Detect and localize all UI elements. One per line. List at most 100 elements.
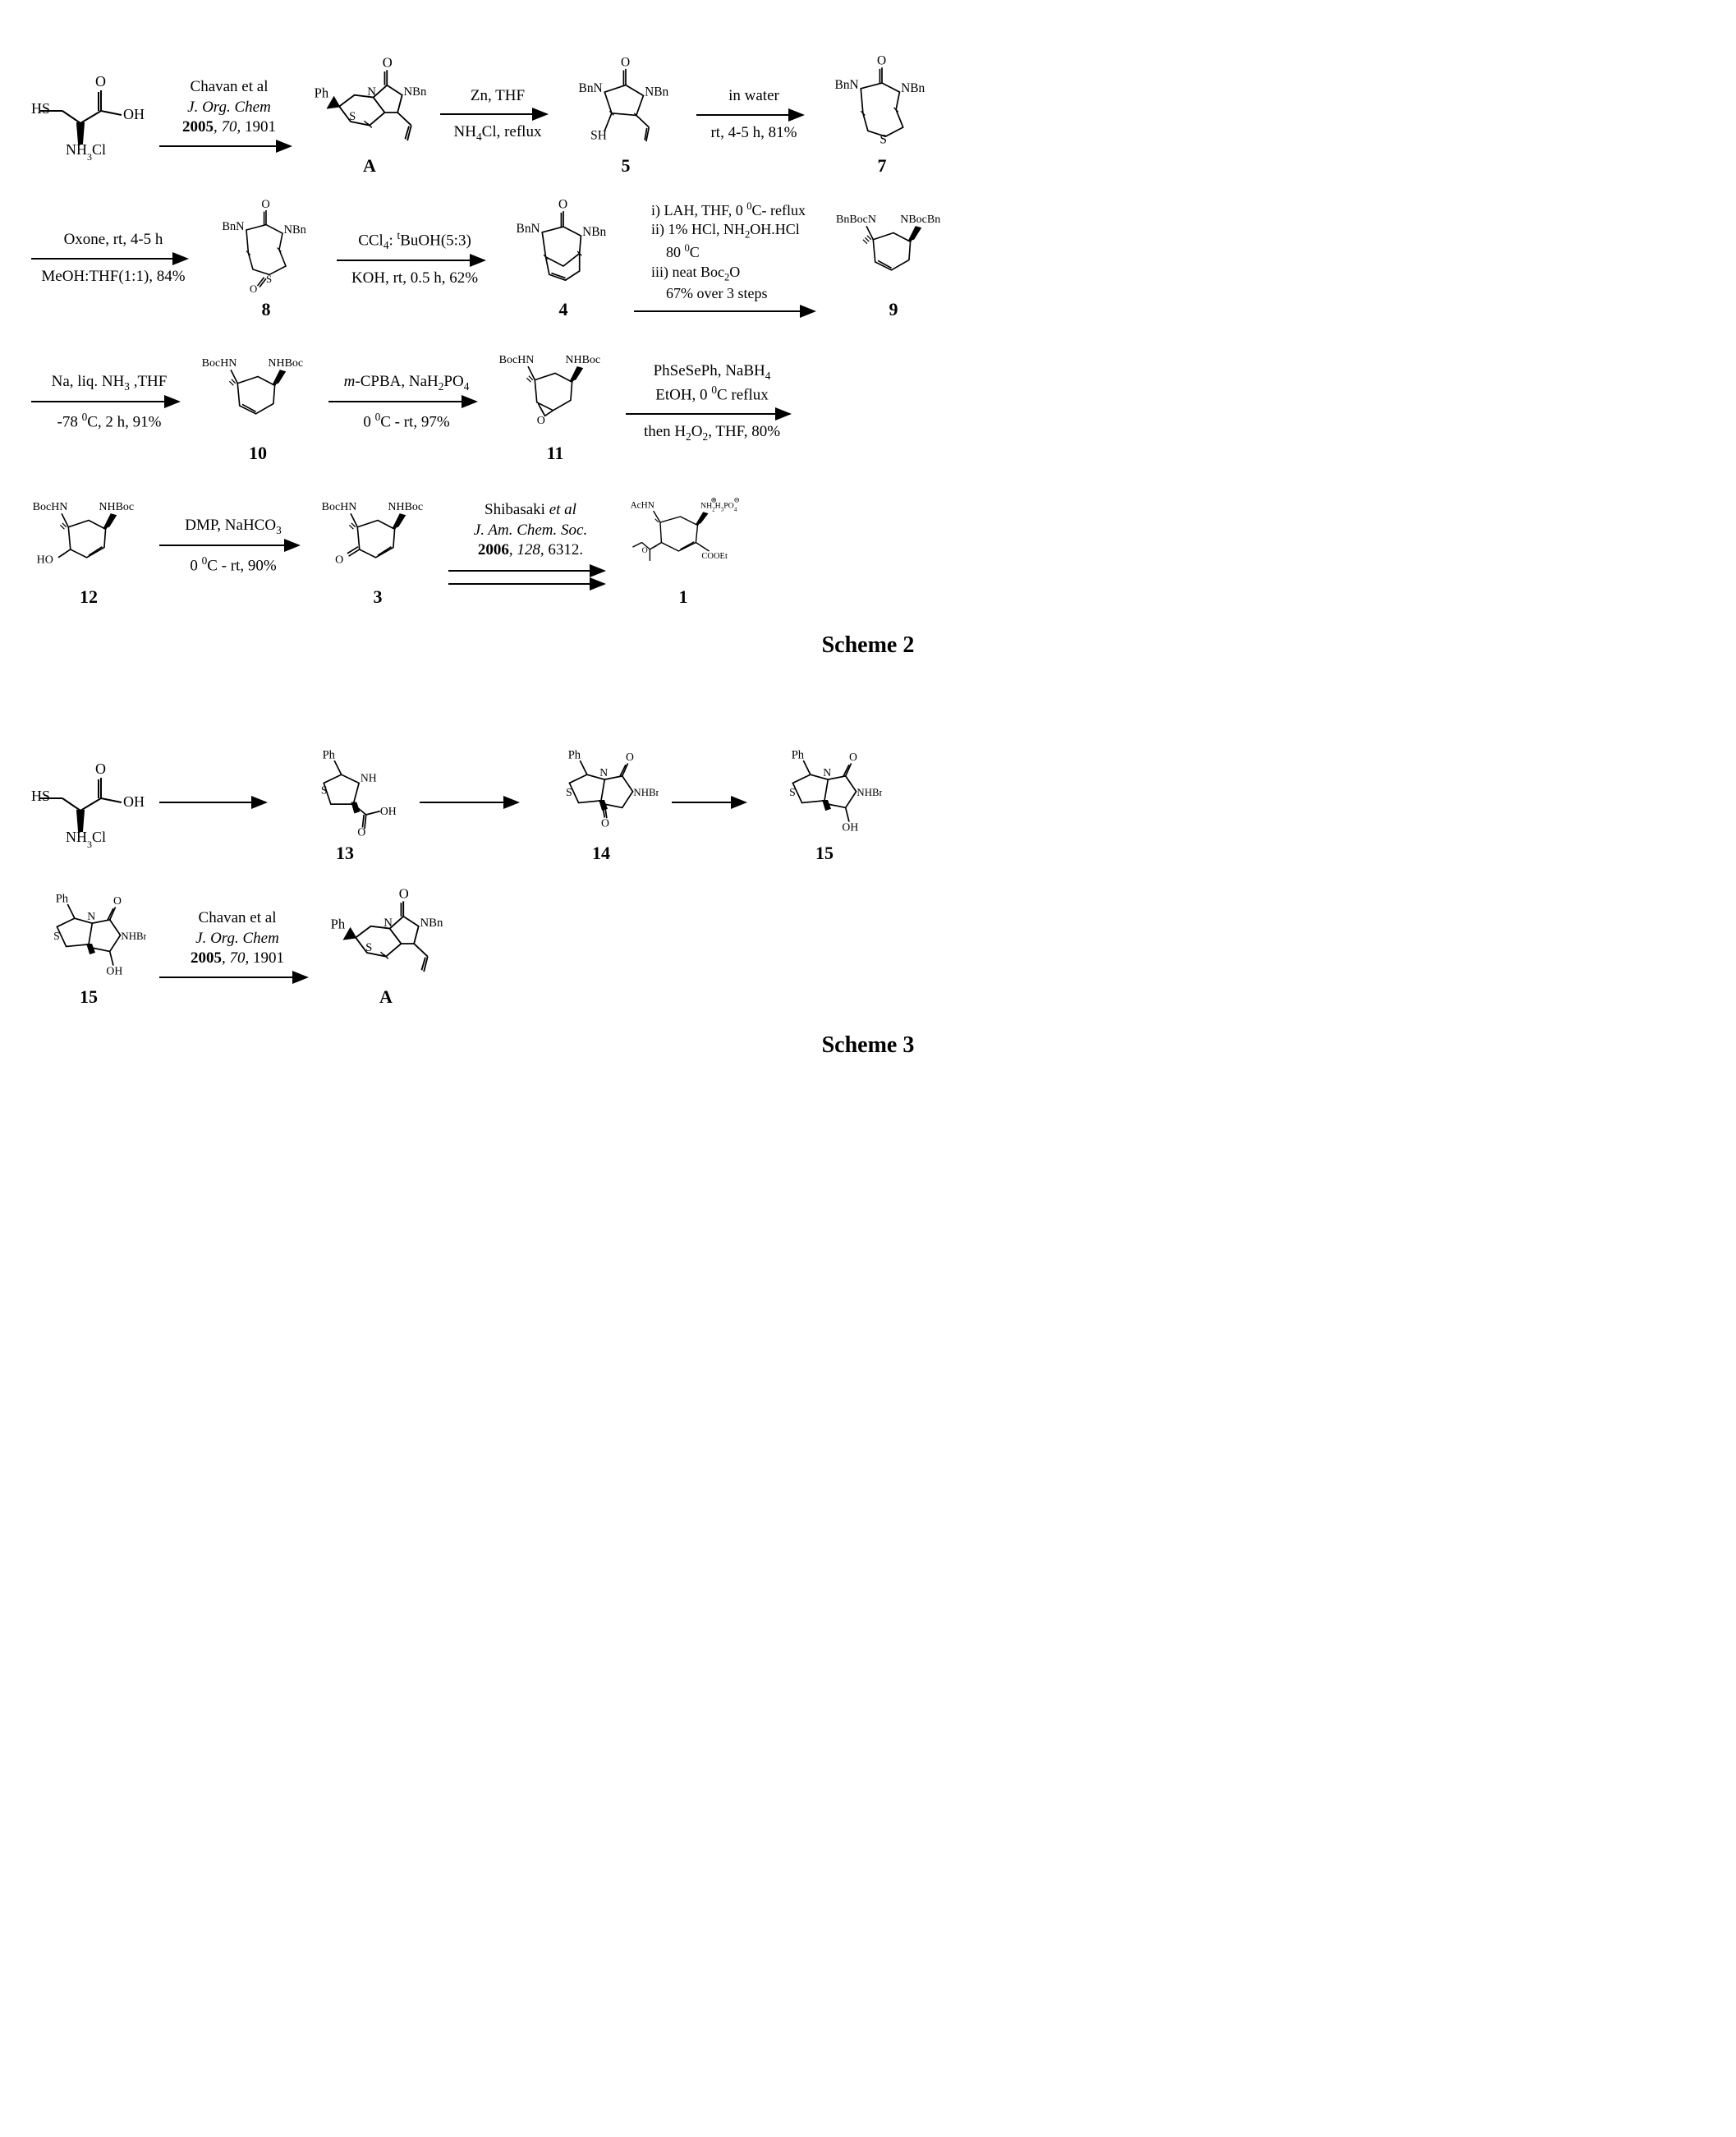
svg-text:SH: SH bbox=[590, 129, 607, 143]
scheme3-row1: HS O OH NH3Cl Ph NH S OH O bbox=[25, 741, 1711, 864]
svg-text:N: N bbox=[87, 910, 95, 922]
struct15-icon: Ph N S NHBn O OH bbox=[31, 885, 146, 983]
svg-text:NBn: NBn bbox=[284, 223, 306, 237]
label-10: 10 bbox=[249, 443, 267, 464]
svg-text:O: O bbox=[399, 886, 409, 902]
arrow-icon bbox=[416, 796, 530, 809]
svg-text:O: O bbox=[383, 55, 393, 71]
arrow-icon bbox=[31, 395, 187, 408]
svg-text:S: S bbox=[365, 941, 372, 954]
arrow-water: in water rt, 4-5 h, 81% bbox=[696, 86, 811, 143]
arrow-icon bbox=[440, 108, 555, 121]
svg-text:NBn: NBn bbox=[404, 85, 427, 99]
svg-text:Ph: Ph bbox=[323, 748, 336, 761]
structure-1: AcHN NH2H3PO4 ⊕ ⊖ O COOEt 1 bbox=[626, 485, 741, 608]
svg-text:NBn: NBn bbox=[901, 81, 925, 95]
svg-text:O: O bbox=[261, 198, 269, 211]
structure-9: BnBocN NBocBn 9 bbox=[836, 197, 951, 320]
label-A: A bbox=[363, 155, 376, 177]
label-5: 5 bbox=[622, 155, 631, 177]
svg-text:NH3Cl: NH3Cl bbox=[66, 829, 106, 850]
arrow2-top: Zn, THF bbox=[471, 86, 525, 107]
arrow-ramberg: CCl4: tBuOH(5:3) KOH, rt, 0.5 h, 62% bbox=[337, 228, 493, 289]
structure-13: Ph NH S OH O 13 bbox=[287, 741, 402, 864]
svg-text:BnN: BnN bbox=[835, 78, 859, 92]
structure-15-repeat: Ph N S NHBn O OH 15 bbox=[31, 885, 146, 1008]
arrow-chavan-2005: Chavan et alJ. Org. Chem2005, 70, 1901 bbox=[159, 77, 299, 153]
svg-text:NHBoc: NHBoc bbox=[268, 357, 303, 370]
svg-text:BocHN: BocHN bbox=[499, 354, 535, 366]
label-13: 13 bbox=[336, 843, 354, 864]
cysteine-hcl-s3: HS O OH NH3Cl bbox=[31, 753, 146, 852]
scheme2-row3: Na, liq. NH3 ,THF -78 0C, 2 h, 91% BocHN… bbox=[25, 341, 1711, 464]
arrow5-bottom: KOH, rt, 0.5 h, 62% bbox=[351, 269, 478, 289]
svg-text:O: O bbox=[95, 73, 106, 90]
arrow4-bottom: MeOH:THF(1:1), 84% bbox=[41, 267, 185, 287]
arrow-zn-thf: Zn, THF NH4Cl, reflux bbox=[440, 86, 555, 145]
svg-text:OH: OH bbox=[123, 106, 145, 122]
svg-text:BnN: BnN bbox=[517, 222, 540, 236]
svg-text:Ph: Ph bbox=[56, 892, 69, 905]
scheme2-row1: HS O OH NH3Cl Chavan et alJ. Org. Chem20… bbox=[25, 53, 1711, 177]
arrow-lah-boc: i) LAH, THF, 0 0C- refluxii) 1% HCl, NH2… bbox=[634, 200, 823, 318]
label-14: 14 bbox=[592, 843, 610, 864]
svg-text:S: S bbox=[266, 273, 272, 285]
svg-text:⊕: ⊕ bbox=[711, 497, 717, 504]
arrow-icon bbox=[31, 252, 195, 265]
svg-text:NBocBn: NBocBn bbox=[900, 214, 940, 226]
svg-text:NBn: NBn bbox=[582, 225, 606, 239]
svg-text:Ph: Ph bbox=[568, 748, 581, 761]
svg-text:NBn: NBn bbox=[420, 917, 443, 930]
svg-text:O: O bbox=[877, 54, 886, 68]
svg-text:N: N bbox=[823, 766, 831, 779]
svg-text:HS: HS bbox=[31, 100, 50, 117]
cysteine-structure-icon: HS O OH NH3Cl bbox=[31, 66, 146, 164]
arrow10-top: DMP, NaHCO3 bbox=[185, 516, 282, 537]
arrow-icon bbox=[159, 140, 299, 153]
arrow-s3-1 bbox=[159, 796, 274, 809]
svg-text:O: O bbox=[95, 761, 106, 777]
svg-text:O: O bbox=[537, 415, 545, 427]
scheme-3: HS O OH NH3Cl Ph NH S OH O bbox=[25, 741, 1711, 1059]
svg-text:N: N bbox=[383, 917, 393, 930]
svg-text:O: O bbox=[113, 894, 122, 907]
struct11-icon: BocHN NHBoc O bbox=[498, 341, 613, 439]
arrow1-reference: Chavan et alJ. Org. Chem2005, 70, 1901 bbox=[182, 77, 276, 138]
label-11: 11 bbox=[547, 443, 564, 464]
scheme-3-title: Scheme 3 bbox=[25, 1032, 1711, 1059]
svg-text:OH: OH bbox=[106, 965, 122, 977]
double-arrow-icon bbox=[448, 563, 613, 592]
struct12-icon: BocHN NHBoc HO bbox=[31, 485, 146, 583]
arrow-na-nh3: Na, liq. NH3 ,THF -78 0C, 2 h, 91% bbox=[31, 372, 187, 433]
arrow-shibasaki: Shibasaki et alJ. Am. Chem. Soc.2006, 12… bbox=[448, 500, 613, 592]
arrow-icon bbox=[337, 254, 493, 267]
svg-text:S: S bbox=[53, 930, 60, 942]
arrow-icon bbox=[159, 971, 315, 984]
scheme-2: HS O OH NH3Cl Chavan et alJ. Org. Chem20… bbox=[25, 53, 1711, 659]
svg-text:BnN: BnN bbox=[579, 81, 603, 95]
arrow-oxone: Oxone, rt, 4-5 h MeOH:THF(1:1), 84% bbox=[31, 230, 195, 287]
label-15-repeat: 15 bbox=[80, 986, 98, 1008]
arrow9-bottom: then H2O2, THF, 80% bbox=[644, 422, 780, 443]
structure-7: BnN NBn O S 7 bbox=[824, 53, 939, 177]
struct7-icon: BnN NBn O S bbox=[824, 53, 939, 152]
arrow-icon bbox=[159, 539, 307, 552]
structure-4: BnN NBn O 4 bbox=[506, 197, 621, 320]
arrow-s3-ref: Chavan et alJ. Org. Chem2005, 70, 1901 bbox=[191, 908, 284, 969]
arrow2-bottom: NH4Cl, reflux bbox=[454, 122, 542, 144]
structure-15: Ph N S NHBn O OH 15 bbox=[767, 741, 882, 864]
svg-text:BocHN: BocHN bbox=[202, 357, 237, 370]
svg-text:O: O bbox=[849, 751, 857, 763]
svg-text:S: S bbox=[321, 784, 328, 796]
arrow-s3-3 bbox=[672, 796, 754, 809]
svg-text:NH3Cl: NH3Cl bbox=[66, 141, 106, 163]
arrow7-top: Na, liq. NH3 ,THF bbox=[52, 372, 168, 393]
svg-text:NHBn: NHBn bbox=[121, 931, 146, 942]
label-15: 15 bbox=[815, 843, 834, 864]
arrow-icon bbox=[159, 796, 274, 809]
svg-text:Ph: Ph bbox=[315, 85, 329, 101]
svg-text:⊖: ⊖ bbox=[734, 497, 740, 504]
struct8-icon: BnN NBn O S O bbox=[209, 197, 324, 296]
cysteine-hcl: HS O OH NH3Cl bbox=[31, 66, 146, 164]
struct5-icon: BnN NBn O SH bbox=[568, 53, 683, 152]
